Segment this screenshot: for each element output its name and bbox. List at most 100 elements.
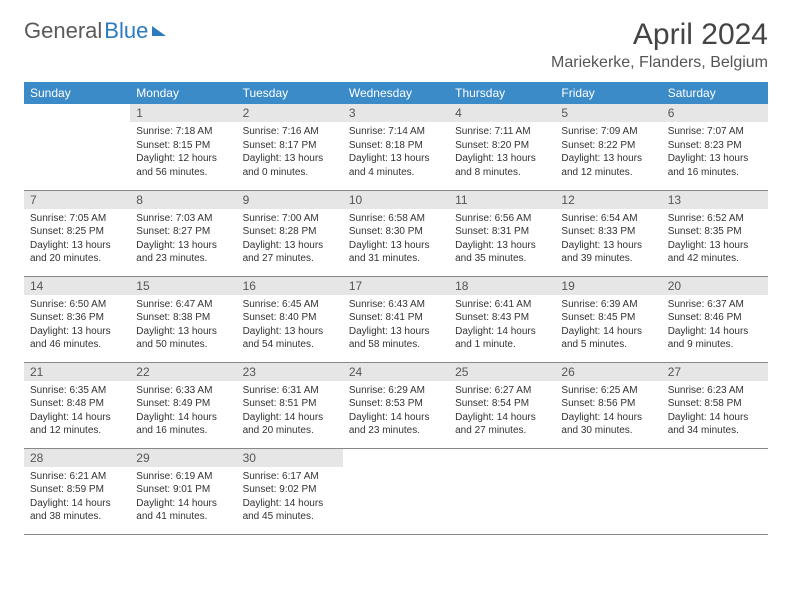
day-details: Sunrise: 6:27 AMSunset: 8:54 PMDaylight:… (449, 381, 555, 441)
day-details: Sunrise: 7:11 AMSunset: 8:20 PMDaylight:… (449, 122, 555, 182)
day-number: 3 (343, 104, 449, 122)
day-number: 1 (130, 104, 236, 122)
calendar-day-cell: 24Sunrise: 6:29 AMSunset: 8:53 PMDayligh… (343, 362, 449, 448)
day-header: Tuesday (237, 82, 343, 104)
day-number: 4 (449, 104, 555, 122)
calendar-body: 1Sunrise: 7:18 AMSunset: 8:15 PMDaylight… (24, 104, 768, 534)
calendar-day-cell: 8Sunrise: 7:03 AMSunset: 8:27 PMDaylight… (130, 190, 236, 276)
day-details: Sunrise: 6:58 AMSunset: 8:30 PMDaylight:… (343, 209, 449, 269)
day-number: 15 (130, 277, 236, 295)
day-details: Sunrise: 7:18 AMSunset: 8:15 PMDaylight:… (130, 122, 236, 182)
day-header: Saturday (662, 82, 768, 104)
calendar-day-cell: 4Sunrise: 7:11 AMSunset: 8:20 PMDaylight… (449, 104, 555, 190)
day-number: 29 (130, 449, 236, 467)
calendar-day-cell: 19Sunrise: 6:39 AMSunset: 8:45 PMDayligh… (555, 276, 661, 362)
day-header: Thursday (449, 82, 555, 104)
day-number: 13 (662, 191, 768, 209)
day-number: 9 (237, 191, 343, 209)
calendar-week-row: 14Sunrise: 6:50 AMSunset: 8:36 PMDayligh… (24, 276, 768, 362)
calendar-day-cell: 30Sunrise: 6:17 AMSunset: 9:02 PMDayligh… (237, 448, 343, 534)
calendar-header-row: SundayMondayTuesdayWednesdayThursdayFrid… (24, 82, 768, 104)
calendar-day-cell: 27Sunrise: 6:23 AMSunset: 8:58 PMDayligh… (662, 362, 768, 448)
calendar-day-cell: 12Sunrise: 6:54 AMSunset: 8:33 PMDayligh… (555, 190, 661, 276)
calendar-day-cell: 29Sunrise: 6:19 AMSunset: 9:01 PMDayligh… (130, 448, 236, 534)
day-details: Sunrise: 6:23 AMSunset: 8:58 PMDaylight:… (662, 381, 768, 441)
calendar-day-cell: 18Sunrise: 6:41 AMSunset: 8:43 PMDayligh… (449, 276, 555, 362)
calendar-day-cell: 11Sunrise: 6:56 AMSunset: 8:31 PMDayligh… (449, 190, 555, 276)
day-header: Sunday (24, 82, 130, 104)
day-header: Wednesday (343, 82, 449, 104)
day-details: Sunrise: 6:35 AMSunset: 8:48 PMDaylight:… (24, 381, 130, 441)
day-details: Sunrise: 6:39 AMSunset: 8:45 PMDaylight:… (555, 295, 661, 355)
day-details: Sunrise: 6:29 AMSunset: 8:53 PMDaylight:… (343, 381, 449, 441)
day-header: Monday (130, 82, 236, 104)
day-number: 19 (555, 277, 661, 295)
calendar-day-cell (449, 448, 555, 534)
logo: GeneralBlue (24, 18, 166, 44)
day-details: Sunrise: 6:31 AMSunset: 8:51 PMDaylight:… (237, 381, 343, 441)
day-details: Sunrise: 6:37 AMSunset: 8:46 PMDaylight:… (662, 295, 768, 355)
day-number: 12 (555, 191, 661, 209)
day-number: 16 (237, 277, 343, 295)
day-number: 23 (237, 363, 343, 381)
day-number: 21 (24, 363, 130, 381)
calendar-day-cell: 1Sunrise: 7:18 AMSunset: 8:15 PMDaylight… (130, 104, 236, 190)
day-details: Sunrise: 6:17 AMSunset: 9:02 PMDaylight:… (237, 467, 343, 527)
logo-text-blue: Blue (104, 18, 148, 44)
day-number: 2 (237, 104, 343, 122)
day-details: Sunrise: 6:47 AMSunset: 8:38 PMDaylight:… (130, 295, 236, 355)
calendar-day-cell: 3Sunrise: 7:14 AMSunset: 8:18 PMDaylight… (343, 104, 449, 190)
calendar-day-cell: 2Sunrise: 7:16 AMSunset: 8:17 PMDaylight… (237, 104, 343, 190)
day-number: 7 (24, 191, 130, 209)
day-details: Sunrise: 6:56 AMSunset: 8:31 PMDaylight:… (449, 209, 555, 269)
calendar-week-row: 21Sunrise: 6:35 AMSunset: 8:48 PMDayligh… (24, 362, 768, 448)
calendar-week-row: 1Sunrise: 7:18 AMSunset: 8:15 PMDaylight… (24, 104, 768, 190)
day-details: Sunrise: 6:54 AMSunset: 8:33 PMDaylight:… (555, 209, 661, 269)
day-number: 5 (555, 104, 661, 122)
calendar-day-cell: 5Sunrise: 7:09 AMSunset: 8:22 PMDaylight… (555, 104, 661, 190)
day-header: Friday (555, 82, 661, 104)
calendar-day-cell: 28Sunrise: 6:21 AMSunset: 8:59 PMDayligh… (24, 448, 130, 534)
calendar-week-row: 7Sunrise: 7:05 AMSunset: 8:25 PMDaylight… (24, 190, 768, 276)
day-details: Sunrise: 7:00 AMSunset: 8:28 PMDaylight:… (237, 209, 343, 269)
day-details: Sunrise: 6:45 AMSunset: 8:40 PMDaylight:… (237, 295, 343, 355)
day-details: Sunrise: 6:21 AMSunset: 8:59 PMDaylight:… (24, 467, 130, 527)
day-details: Sunrise: 6:25 AMSunset: 8:56 PMDaylight:… (555, 381, 661, 441)
calendar-day-cell: 23Sunrise: 6:31 AMSunset: 8:51 PMDayligh… (237, 362, 343, 448)
day-details: Sunrise: 7:05 AMSunset: 8:25 PMDaylight:… (24, 209, 130, 269)
day-number: 17 (343, 277, 449, 295)
calendar-day-cell: 7Sunrise: 7:05 AMSunset: 8:25 PMDaylight… (24, 190, 130, 276)
day-details: Sunrise: 6:19 AMSunset: 9:01 PMDaylight:… (130, 467, 236, 527)
day-details: Sunrise: 7:09 AMSunset: 8:22 PMDaylight:… (555, 122, 661, 182)
day-details: Sunrise: 6:50 AMSunset: 8:36 PMDaylight:… (24, 295, 130, 355)
day-details: Sunrise: 6:41 AMSunset: 8:43 PMDaylight:… (449, 295, 555, 355)
calendar-day-cell: 16Sunrise: 6:45 AMSunset: 8:40 PMDayligh… (237, 276, 343, 362)
calendar-day-cell: 22Sunrise: 6:33 AMSunset: 8:49 PMDayligh… (130, 362, 236, 448)
calendar-day-cell: 20Sunrise: 6:37 AMSunset: 8:46 PMDayligh… (662, 276, 768, 362)
month-title: April 2024 (551, 18, 768, 52)
day-number: 28 (24, 449, 130, 467)
logo-triangle-icon (152, 26, 166, 36)
calendar-day-cell: 26Sunrise: 6:25 AMSunset: 8:56 PMDayligh… (555, 362, 661, 448)
title-block: April 2024 Mariekerke, Flanders, Belgium (551, 18, 768, 72)
calendar-day-cell: 21Sunrise: 6:35 AMSunset: 8:48 PMDayligh… (24, 362, 130, 448)
day-details: Sunrise: 7:07 AMSunset: 8:23 PMDaylight:… (662, 122, 768, 182)
calendar-day-cell: 10Sunrise: 6:58 AMSunset: 8:30 PMDayligh… (343, 190, 449, 276)
calendar-week-row: 28Sunrise: 6:21 AMSunset: 8:59 PMDayligh… (24, 448, 768, 534)
day-number: 26 (555, 363, 661, 381)
day-details: Sunrise: 7:03 AMSunset: 8:27 PMDaylight:… (130, 209, 236, 269)
calendar-day-cell (24, 104, 130, 190)
day-details: Sunrise: 7:16 AMSunset: 8:17 PMDaylight:… (237, 122, 343, 182)
day-number: 10 (343, 191, 449, 209)
calendar-day-cell: 15Sunrise: 6:47 AMSunset: 8:38 PMDayligh… (130, 276, 236, 362)
day-details: Sunrise: 7:14 AMSunset: 8:18 PMDaylight:… (343, 122, 449, 182)
calendar-day-cell: 6Sunrise: 7:07 AMSunset: 8:23 PMDaylight… (662, 104, 768, 190)
day-details: Sunrise: 6:33 AMSunset: 8:49 PMDaylight:… (130, 381, 236, 441)
day-number: 20 (662, 277, 768, 295)
calendar-day-cell: 14Sunrise: 6:50 AMSunset: 8:36 PMDayligh… (24, 276, 130, 362)
day-number: 24 (343, 363, 449, 381)
day-number: 22 (130, 363, 236, 381)
calendar-day-cell (555, 448, 661, 534)
day-number: 6 (662, 104, 768, 122)
header: GeneralBlue April 2024 Mariekerke, Fland… (24, 18, 768, 72)
